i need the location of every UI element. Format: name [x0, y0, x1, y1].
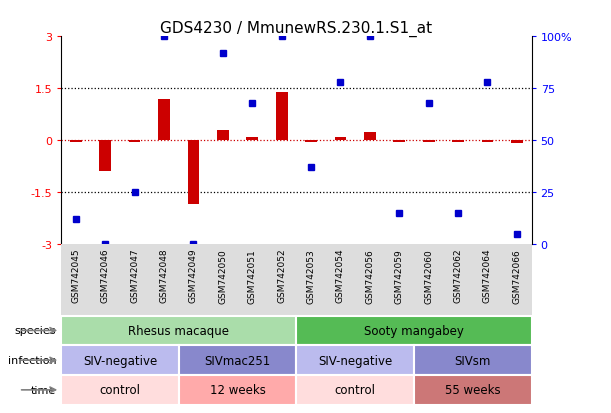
Bar: [414, 375, 532, 405]
Text: GSM742060: GSM742060: [424, 248, 433, 303]
Bar: [61, 316, 296, 345]
Bar: [364, 132, 376, 141]
Bar: [179, 375, 296, 405]
Text: SIV-negative: SIV-negative: [318, 354, 392, 367]
Bar: [335, 138, 346, 141]
Text: GSM742046: GSM742046: [101, 248, 110, 303]
Text: GSM742049: GSM742049: [189, 248, 198, 303]
Bar: [70, 141, 82, 142]
Bar: [511, 141, 523, 143]
Bar: [414, 345, 532, 375]
Text: 12 weeks: 12 weeks: [210, 383, 265, 396]
Bar: [452, 141, 464, 142]
Text: ■: ■: [61, 412, 71, 413]
Text: ■ transformed count: ■ transformed count: [61, 412, 179, 413]
Text: GSM742062: GSM742062: [453, 248, 463, 303]
Bar: [481, 141, 493, 142]
Title: GDS4230 / MmunewRS.230.1.S1_at: GDS4230 / MmunewRS.230.1.S1_at: [160, 21, 433, 37]
Bar: [296, 316, 532, 345]
Text: transformed count: transformed count: [75, 412, 179, 413]
Text: GSM742052: GSM742052: [277, 248, 286, 303]
Text: time: time: [31, 385, 56, 395]
Bar: [188, 141, 199, 205]
Bar: [61, 375, 179, 405]
Bar: [100, 141, 111, 172]
Bar: [61, 345, 179, 375]
Bar: [158, 100, 170, 141]
Bar: [296, 345, 414, 375]
Text: SIVmac251: SIVmac251: [205, 354, 271, 367]
Bar: [296, 375, 414, 405]
Bar: [276, 93, 288, 141]
Bar: [305, 141, 317, 142]
Text: GSM742064: GSM742064: [483, 248, 492, 303]
Text: GSM742048: GSM742048: [159, 248, 169, 303]
Text: GSM742045: GSM742045: [71, 248, 80, 303]
Text: GSM742051: GSM742051: [247, 248, 257, 303]
Text: GSM742054: GSM742054: [336, 248, 345, 303]
Bar: [393, 141, 405, 142]
Bar: [423, 141, 434, 142]
Text: GSM742066: GSM742066: [513, 248, 521, 303]
Text: GSM742059: GSM742059: [395, 248, 404, 303]
Text: control: control: [335, 383, 376, 396]
Text: GSM742050: GSM742050: [218, 248, 227, 303]
Text: SIVsm: SIVsm: [455, 354, 491, 367]
Bar: [179, 345, 296, 375]
Text: GSM742047: GSM742047: [130, 248, 139, 303]
Bar: [246, 138, 258, 141]
Text: SIV-negative: SIV-negative: [82, 354, 157, 367]
Text: infection: infection: [8, 355, 56, 365]
Text: Sooty mangabey: Sooty mangabey: [364, 324, 464, 337]
Text: species: species: [15, 325, 56, 336]
Text: GSM742053: GSM742053: [307, 248, 315, 303]
Bar: [217, 131, 229, 141]
Text: 55 weeks: 55 weeks: [445, 383, 500, 396]
Text: GSM742056: GSM742056: [365, 248, 375, 303]
Text: Rhesus macaque: Rhesus macaque: [128, 324, 229, 337]
Bar: [129, 141, 141, 142]
Text: control: control: [100, 383, 141, 396]
